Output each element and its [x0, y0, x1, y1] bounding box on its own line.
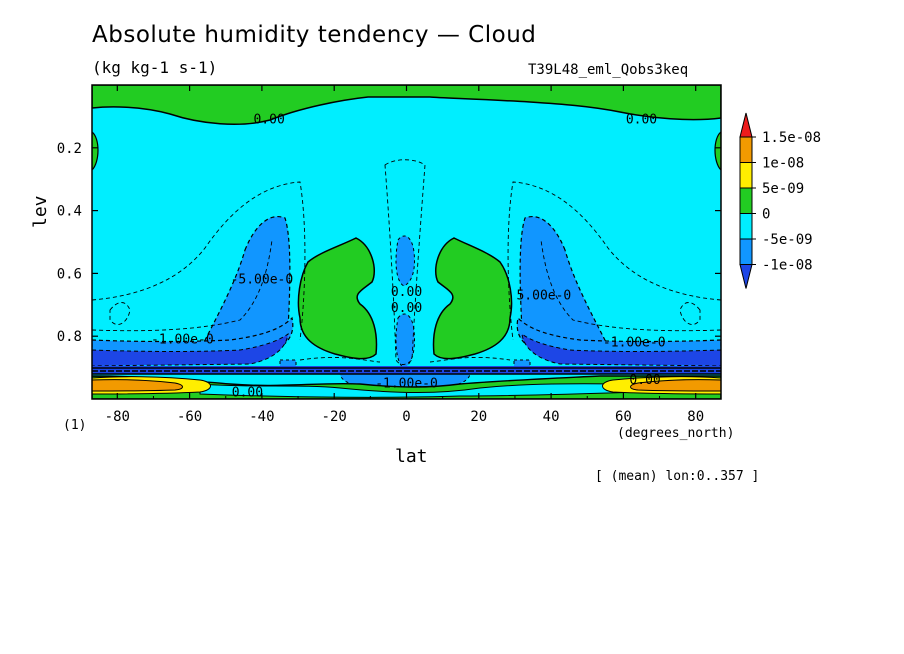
field-positive-blob-right	[432, 237, 513, 360]
colorbar-label: 1e-08	[762, 156, 804, 172]
y-axis-ticks: 0.2 0.4 0.6 0.8	[57, 141, 721, 345]
contour-label: 0.00	[391, 285, 422, 300]
field-negative-equator-upper	[395, 235, 415, 287]
field-negative-equator-lower	[395, 313, 415, 369]
contour-label: 0.00	[232, 386, 263, 401]
colorbar-label: -1e-08	[762, 258, 813, 274]
colorbar-segment	[739, 213, 753, 240]
colorbar-label: -5e-09	[762, 232, 813, 248]
contour-label: 0.00	[626, 113, 657, 128]
contour-label: -1.00e-0	[603, 335, 666, 350]
x-tick-label: -80	[105, 409, 130, 425]
colorbar-segment	[739, 238, 753, 265]
mean-note: [ (mean) lon:0..357 ]	[595, 469, 760, 484]
contour-label: -1.00e-0	[375, 376, 438, 391]
field-strong-negative-left	[92, 332, 289, 367]
x-tick-label: 80	[687, 409, 704, 425]
x-axis-label: lat	[395, 446, 428, 467]
x-axis-ticks: -80 -60 -40 -20 0 20 40 60 80	[105, 85, 704, 425]
x-tick-label: 0	[402, 409, 410, 425]
contour-labels: 0.00 0.000.000.00-5.00e-05.00e-0-1.00e-0-…	[151, 113, 665, 401]
contour-label: 0.00	[253, 113, 284, 128]
y-tick-label: 0.6	[57, 266, 82, 282]
x-axis-units: (degrees_north)	[617, 426, 735, 441]
surface-dense-contours	[92, 367, 721, 375]
colorbar-segment	[739, 187, 753, 214]
contour-label: -5.00e-0	[231, 273, 294, 288]
x-tick-label: 60	[615, 409, 632, 425]
contour-label: 0.00	[391, 301, 422, 316]
y-tick-label: 0.2	[57, 141, 82, 157]
x-tick-label: -20	[322, 409, 347, 425]
experiment-label: T39L48_eml_Qobs3keq	[528, 62, 689, 78]
field-positive-peak-left	[92, 379, 183, 392]
field-positive-peak-right	[630, 379, 721, 392]
field-positive-blob-left	[297, 237, 378, 360]
contour-label: 5.00e-0	[516, 288, 571, 303]
contour-label: 0.00	[629, 373, 660, 388]
dashed-contours	[92, 159, 721, 365]
colorbar-top-arrow	[739, 112, 753, 138]
y-tick-label: 0.4	[57, 204, 82, 220]
field-surface-strong-negative	[92, 366, 721, 374]
y-level-note: (1)	[63, 418, 87, 433]
plot-area	[92, 85, 721, 399]
colorbar-segment	[739, 162, 753, 189]
colorbar-segment	[739, 136, 753, 163]
x-tick-label: 20	[470, 409, 487, 425]
x-tick-label: 40	[543, 409, 560, 425]
x-tick-label: -60	[177, 409, 202, 425]
contour-label: -1.00e-0	[151, 332, 214, 347]
units-label: (kg kg-1 s-1)	[92, 58, 218, 77]
x-tick-label: -40	[249, 409, 274, 425]
chart-title: Absolute humidity tendency — Cloud	[92, 22, 537, 48]
field-positive-top	[92, 85, 721, 126]
colorbar-label: 5e-09	[762, 181, 804, 197]
field-strong-negative-right	[521, 332, 721, 367]
colorbar-bottom-arrow	[739, 264, 753, 289]
colorbar-label: 1.5e-08	[762, 130, 821, 146]
colorbar: 1.5e-08 1e-08 5e-09 0 -5e-09 -1e-08	[739, 112, 821, 289]
colorbar-label: 0	[762, 207, 770, 223]
y-tick-label: 0.8	[57, 329, 82, 345]
